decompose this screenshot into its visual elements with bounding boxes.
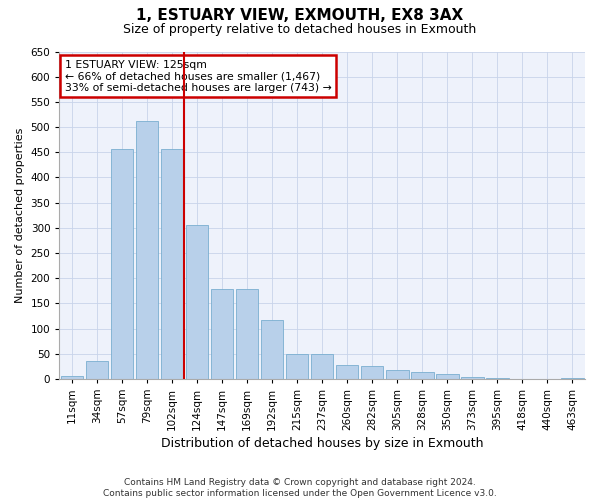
Bar — [236, 289, 259, 379]
Text: 1, ESTUARY VIEW, EXMOUTH, EX8 3AX: 1, ESTUARY VIEW, EXMOUTH, EX8 3AX — [136, 8, 464, 22]
X-axis label: Distribution of detached houses by size in Exmouth: Distribution of detached houses by size … — [161, 437, 484, 450]
Bar — [311, 354, 334, 379]
Bar — [486, 378, 509, 379]
Bar — [461, 378, 484, 379]
Text: Size of property relative to detached houses in Exmouth: Size of property relative to detached ho… — [124, 22, 476, 36]
Bar — [211, 289, 233, 379]
Bar — [386, 370, 409, 379]
Text: 1 ESTUARY VIEW: 125sqm
← 66% of detached houses are smaller (1,467)
33% of semi-: 1 ESTUARY VIEW: 125sqm ← 66% of detached… — [65, 60, 331, 93]
Bar — [110, 148, 133, 379]
Bar — [186, 226, 208, 379]
Text: Contains HM Land Registry data © Crown copyright and database right 2024.
Contai: Contains HM Land Registry data © Crown c… — [103, 478, 497, 498]
Bar — [561, 378, 584, 379]
Bar — [411, 372, 434, 379]
Bar — [286, 354, 308, 379]
Bar — [86, 362, 108, 379]
Bar — [161, 148, 183, 379]
Y-axis label: Number of detached properties: Number of detached properties — [15, 128, 25, 303]
Bar — [61, 376, 83, 379]
Bar — [436, 374, 458, 379]
Bar — [336, 366, 358, 379]
Bar — [136, 121, 158, 379]
Bar — [261, 320, 283, 379]
Bar — [361, 366, 383, 379]
